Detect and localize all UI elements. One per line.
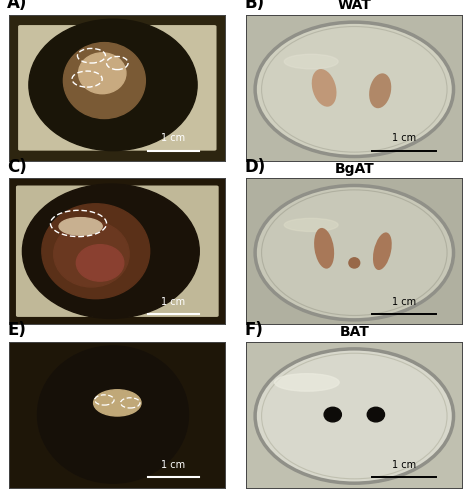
Text: BAT: BAT [339,325,369,339]
FancyBboxPatch shape [16,186,219,317]
Circle shape [255,186,454,320]
Text: D): D) [244,158,265,176]
Circle shape [262,353,447,479]
Ellipse shape [312,69,337,107]
Text: B): B) [244,0,264,12]
Ellipse shape [29,19,197,150]
Ellipse shape [76,245,124,281]
Ellipse shape [284,218,338,232]
Text: 1 cm: 1 cm [392,460,416,470]
Ellipse shape [54,221,129,287]
Ellipse shape [42,204,150,298]
Ellipse shape [64,43,146,118]
Text: 1 cm: 1 cm [161,133,185,144]
Ellipse shape [37,346,189,483]
Text: E): E) [7,321,26,339]
Text: 1 cm: 1 cm [161,297,185,307]
Text: F): F) [244,321,263,339]
Ellipse shape [22,184,199,318]
Text: 1 cm: 1 cm [392,133,416,144]
Ellipse shape [284,54,338,69]
Ellipse shape [59,218,102,235]
FancyBboxPatch shape [18,25,217,150]
Ellipse shape [349,258,360,268]
Ellipse shape [367,407,384,422]
Text: BgAT: BgAT [335,162,374,176]
Circle shape [255,22,454,156]
Ellipse shape [373,232,392,270]
Text: A): A) [7,0,27,12]
Text: WAT: WAT [337,0,371,12]
Text: C): C) [7,158,27,176]
Circle shape [262,27,447,152]
Circle shape [262,190,447,315]
Ellipse shape [79,53,126,94]
Text: 1 cm: 1 cm [392,297,416,307]
Text: 1 cm: 1 cm [161,460,185,470]
Ellipse shape [314,228,334,269]
Ellipse shape [93,390,141,416]
Ellipse shape [274,374,339,391]
Ellipse shape [324,407,341,422]
Circle shape [255,349,454,483]
Ellipse shape [369,73,391,108]
